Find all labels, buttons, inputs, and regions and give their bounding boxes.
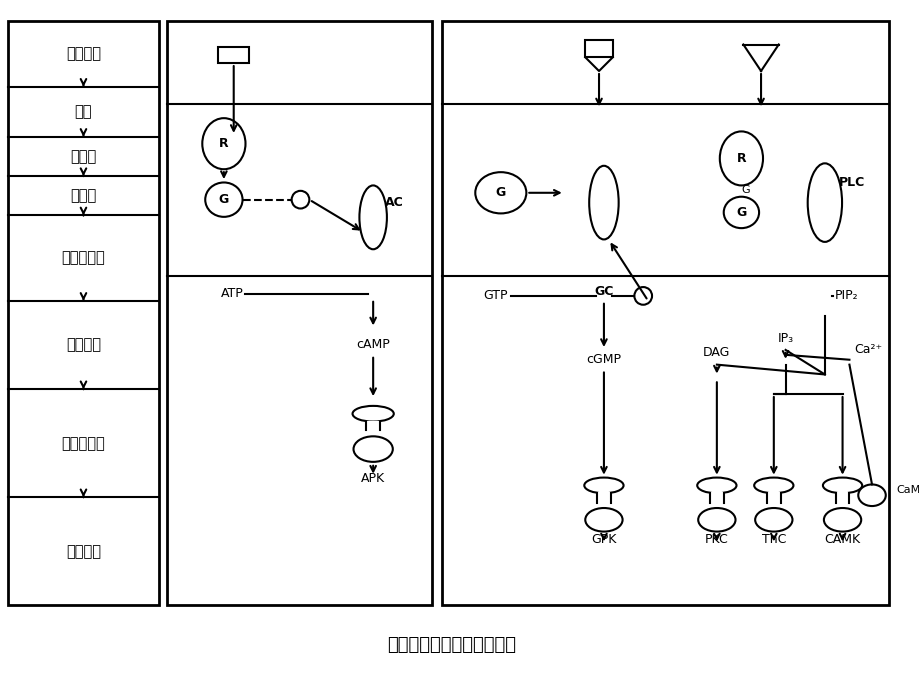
- Text: CaM: CaM: [896, 485, 919, 495]
- Text: R: R: [219, 137, 229, 150]
- Ellipse shape: [719, 131, 762, 186]
- Ellipse shape: [754, 508, 791, 531]
- Text: 放大器: 放大器: [70, 188, 96, 204]
- Text: GPK: GPK: [591, 533, 616, 546]
- Ellipse shape: [697, 477, 736, 493]
- Text: APK: APK: [360, 472, 385, 485]
- Text: PKC: PKC: [704, 533, 728, 546]
- Ellipse shape: [359, 186, 387, 249]
- Text: CAMK: CAMK: [823, 533, 859, 546]
- Ellipse shape: [584, 508, 622, 531]
- Ellipse shape: [857, 484, 885, 506]
- Ellipse shape: [588, 166, 618, 239]
- Text: Ca²⁺: Ca²⁺: [854, 344, 881, 357]
- Ellipse shape: [754, 477, 792, 493]
- Text: PIP₂: PIP₂: [834, 289, 857, 302]
- Text: IP₃: IP₃: [777, 332, 793, 344]
- Bar: [218, 48, 249, 63]
- Ellipse shape: [202, 118, 245, 169]
- Text: 细胞内信号传递过程模式图: 细胞内信号传递过程模式图: [387, 635, 516, 653]
- Text: ATP: ATP: [221, 288, 244, 300]
- Ellipse shape: [205, 182, 243, 217]
- Text: G: G: [735, 206, 745, 219]
- Text: 第二信使: 第二信使: [66, 337, 101, 353]
- Bar: [834, 492, 848, 502]
- Text: cGMP: cGMP: [585, 353, 620, 366]
- Text: DAG: DAG: [702, 346, 730, 359]
- Circle shape: [291, 191, 309, 208]
- Text: PLC: PLC: [838, 177, 865, 190]
- Text: G: G: [740, 185, 749, 195]
- Bar: [366, 421, 380, 431]
- Text: G: G: [495, 186, 505, 199]
- Text: GTP: GTP: [482, 289, 507, 302]
- Ellipse shape: [584, 477, 623, 493]
- Ellipse shape: [823, 508, 860, 531]
- Text: AC: AC: [385, 196, 403, 209]
- Ellipse shape: [698, 508, 734, 531]
- Text: R: R: [736, 152, 745, 165]
- Ellipse shape: [822, 477, 861, 493]
- Bar: [441, 21, 888, 605]
- Ellipse shape: [353, 436, 392, 462]
- Text: 第一信使: 第一信使: [66, 46, 101, 61]
- Ellipse shape: [352, 406, 393, 422]
- Ellipse shape: [807, 164, 841, 242]
- Text: 换能器: 换能器: [70, 149, 96, 164]
- Bar: [166, 21, 432, 605]
- Text: GC: GC: [594, 286, 613, 299]
- Bar: [8, 21, 159, 605]
- Text: 磷酸化前体: 磷酸化前体: [62, 250, 106, 266]
- Text: G: G: [219, 193, 229, 206]
- Text: 细胞效应: 细胞效应: [66, 544, 101, 559]
- Text: 蛋白磷酸化: 蛋白磷酸化: [62, 435, 106, 451]
- Text: 受体: 受体: [74, 104, 92, 119]
- Ellipse shape: [723, 197, 758, 228]
- Bar: [766, 492, 780, 502]
- Text: TnC: TnC: [761, 533, 785, 546]
- Bar: [596, 492, 610, 502]
- Bar: [709, 492, 723, 502]
- Bar: [584, 39, 612, 57]
- Circle shape: [634, 287, 652, 305]
- Text: cAMP: cAMP: [356, 339, 390, 351]
- Ellipse shape: [475, 172, 526, 213]
